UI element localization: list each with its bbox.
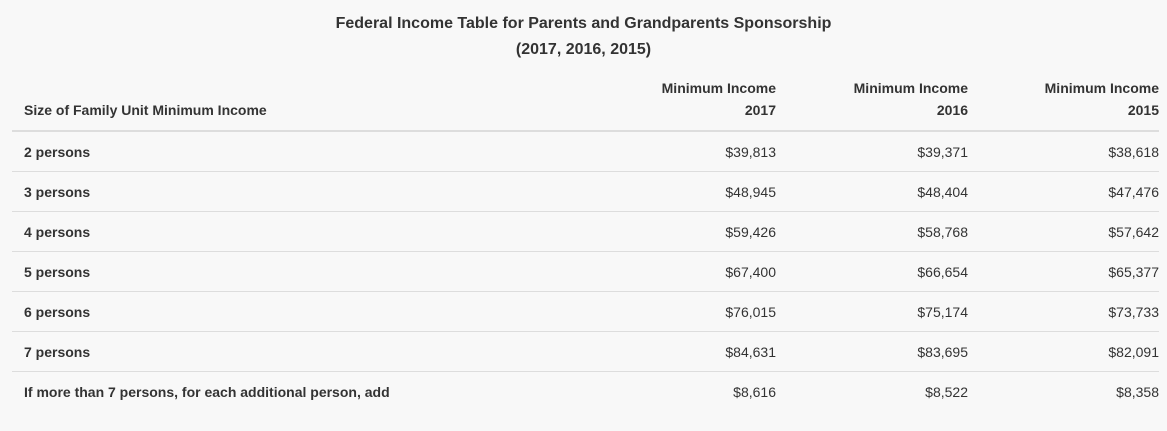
cell-2016: $8,522	[776, 371, 968, 411]
table-row: 7 persons $84,631 $83,695 $82,091	[12, 331, 1159, 372]
header-family-size: Size of Family Unit Minimum Income	[12, 72, 502, 132]
table-subtitle: (2017, 2016, 2015)	[515, 41, 652, 58]
table-header: Size of Family Unit Minimum Income Minim…	[12, 72, 1159, 132]
table-title: Federal Income Table for Parents and Gra…	[335, 15, 832, 32]
cell-2016: $75,174	[776, 291, 968, 332]
cell-2016: $48,404	[776, 171, 968, 212]
table-row: 2 persons $39,813 $39,371 $38,618	[12, 131, 1159, 172]
table-row: 3 persons $48,945 $48,404 $47,476	[12, 171, 1159, 212]
cell-2017: $67,400	[502, 251, 776, 292]
row-label: 5 persons	[12, 251, 502, 292]
table-row: 6 persons $76,015 $75,174 $73,733	[12, 291, 1159, 332]
header-2017-year: 2017	[744, 102, 776, 118]
cell-2017: $59,426	[502, 211, 776, 252]
cell-2015: $65,377	[968, 251, 1159, 292]
cell-2016: $58,768	[776, 211, 968, 252]
header-row: Size of Family Unit Minimum Income Minim…	[12, 72, 1159, 132]
header-2015: Minimum Income 2015	[968, 72, 1159, 132]
row-label: 7 persons	[12, 331, 502, 372]
cell-2015: $8,358	[968, 371, 1159, 411]
table-body: 2 persons $39,813 $39,371 $38,618 3 pers…	[12, 131, 1159, 411]
row-label: 2 persons	[24, 143, 91, 160]
cell-2017: $8,616	[502, 371, 776, 411]
header-2015-year: 2015	[1127, 102, 1159, 118]
header-2016-label: Minimum Income	[853, 80, 968, 96]
cell-2016: $39,371	[917, 143, 968, 160]
row-label: If more than 7 persons, for each additio…	[12, 371, 502, 411]
cell-2015: $73,733	[968, 291, 1159, 332]
row-label: 4 persons	[12, 211, 502, 252]
cell-2017: $84,631	[502, 331, 776, 372]
cell-2015: $47,476	[968, 171, 1159, 212]
cell-2017: $39,813	[725, 143, 776, 160]
header-2017: Minimum Income 2017	[502, 72, 776, 132]
table-row: If more than 7 persons, for each additio…	[12, 371, 1159, 411]
cell-2015: $38,618	[1108, 143, 1159, 160]
cell-2017: $76,015	[502, 291, 776, 332]
table-row: 5 persons $67,400 $66,654 $65,377	[12, 251, 1159, 292]
cell-2016: $83,695	[776, 331, 968, 372]
table-row: 4 persons $59,426 $58,768 $57,642	[12, 211, 1159, 252]
header-2015-label: Minimum Income	[1044, 80, 1159, 96]
header-2017-label: Minimum Income	[661, 80, 776, 96]
table-caption: Federal Income Table for Parents and Gra…	[0, 11, 1167, 63]
row-label: 6 persons	[12, 291, 502, 332]
income-table: Size of Family Unit Minimum Income Minim…	[12, 72, 1159, 411]
cell-2017: $48,945	[502, 171, 776, 212]
cell-2016: $66,654	[776, 251, 968, 292]
row-label: 3 persons	[12, 171, 502, 212]
header-2016-year: 2016	[936, 102, 968, 118]
header-2016: Minimum Income 2016	[776, 72, 968, 132]
cell-2015: $57,642	[968, 211, 1159, 252]
cell-2015: $82,091	[968, 331, 1159, 372]
